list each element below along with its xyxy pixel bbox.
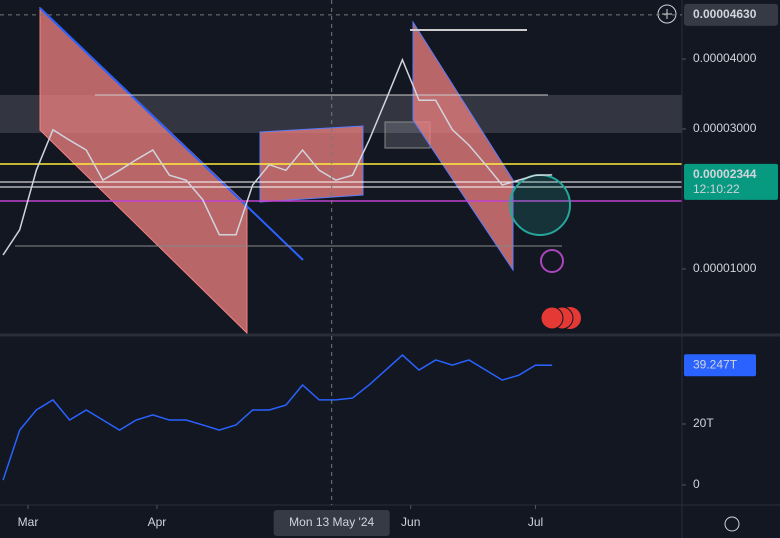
indicator-badge bbox=[684, 354, 756, 377]
price-line bbox=[2, 57, 553, 256]
date-badge bbox=[273, 510, 390, 536]
channel bbox=[39, 6, 248, 335]
x-tick-label: Mar bbox=[18, 515, 39, 529]
y-tick-label: 0 bbox=[693, 477, 700, 491]
y-tick-label: 20T bbox=[693, 416, 714, 430]
x-tick-label: Jul bbox=[528, 515, 543, 529]
add-icon bbox=[662, 9, 672, 19]
trend-line bbox=[39, 7, 304, 261]
price-badge bbox=[684, 3, 778, 26]
add-button[interactable] bbox=[657, 4, 677, 24]
event-icon[interactable] bbox=[540, 306, 564, 330]
x-tick-label: Apr bbox=[148, 515, 167, 529]
indicator-value: 39.247T bbox=[693, 357, 738, 371]
crosshair-price: 0.00004630 bbox=[693, 7, 757, 21]
price-line bbox=[2, 354, 553, 481]
countdown: 12:10:22 bbox=[693, 182, 740, 196]
highlight-circle bbox=[509, 174, 571, 236]
settings-button[interactable] bbox=[724, 516, 740, 532]
crosshair-date: Mon 13 May '24 bbox=[289, 515, 374, 529]
x-tick-label: Jun bbox=[401, 515, 420, 529]
y-tick-label: 0.00001000 bbox=[693, 261, 757, 275]
y-tick-label: 0.00003000 bbox=[693, 121, 757, 135]
y-tick-label: 0.00004000 bbox=[693, 51, 757, 65]
current-price: 0.00002344 bbox=[693, 167, 757, 181]
current-badge bbox=[684, 163, 778, 200]
event-icon[interactable] bbox=[540, 249, 564, 273]
